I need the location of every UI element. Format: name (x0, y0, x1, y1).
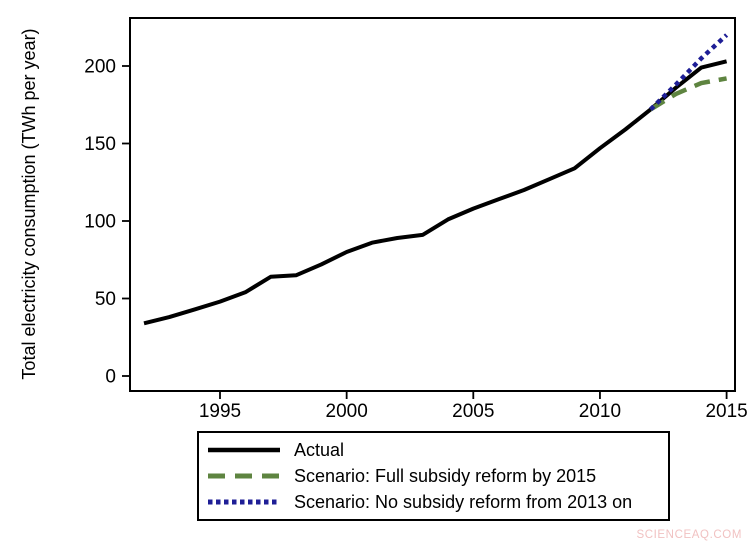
x-tick-label: 2010 (579, 401, 621, 422)
x-tick-label: 2015 (705, 401, 747, 422)
y-tick-label: 150 (84, 134, 116, 155)
legend-label: Scenario: No subsidy reform from 2013 on (294, 491, 633, 512)
series-line-dashed (649, 76, 728, 112)
legend-item: Scenario: No subsidy reform from 2013 on (208, 489, 668, 515)
y-tick-label: 100 (84, 212, 116, 233)
legend-item: Scenario: Full subsidy reform by 2015 (208, 463, 668, 489)
series-line-dotted (649, 33, 729, 112)
y-tick-label: 200 (84, 57, 116, 78)
plot-border (129, 17, 736, 392)
watermark: SCIENCEAQ.COM (636, 529, 742, 541)
x-tick-label: 2000 (326, 401, 368, 422)
x-tick-label: 1995 (199, 401, 241, 422)
legend: Actual Scenario: Full subsidy reform by 2… (197, 431, 670, 521)
series-line-solid (143, 59, 728, 326)
x-tick-label: 2005 (452, 401, 494, 422)
legend-label: Actual (294, 439, 345, 460)
legend-swatch-dotted-line (208, 499, 280, 505)
legend-label: Scenario: Full subsidy reform by 2015 (294, 465, 597, 486)
y-tick-label: 0 (105, 367, 116, 388)
plot-area: 0 50 100 150 200 1995 2000 2005 2010 2015 (84, 17, 748, 422)
y-tick-label: 50 (95, 289, 116, 310)
legend-item: Actual (208, 437, 668, 463)
legend-swatch-solid-line (208, 447, 280, 453)
legend-swatch-dashed-line (208, 473, 280, 479)
